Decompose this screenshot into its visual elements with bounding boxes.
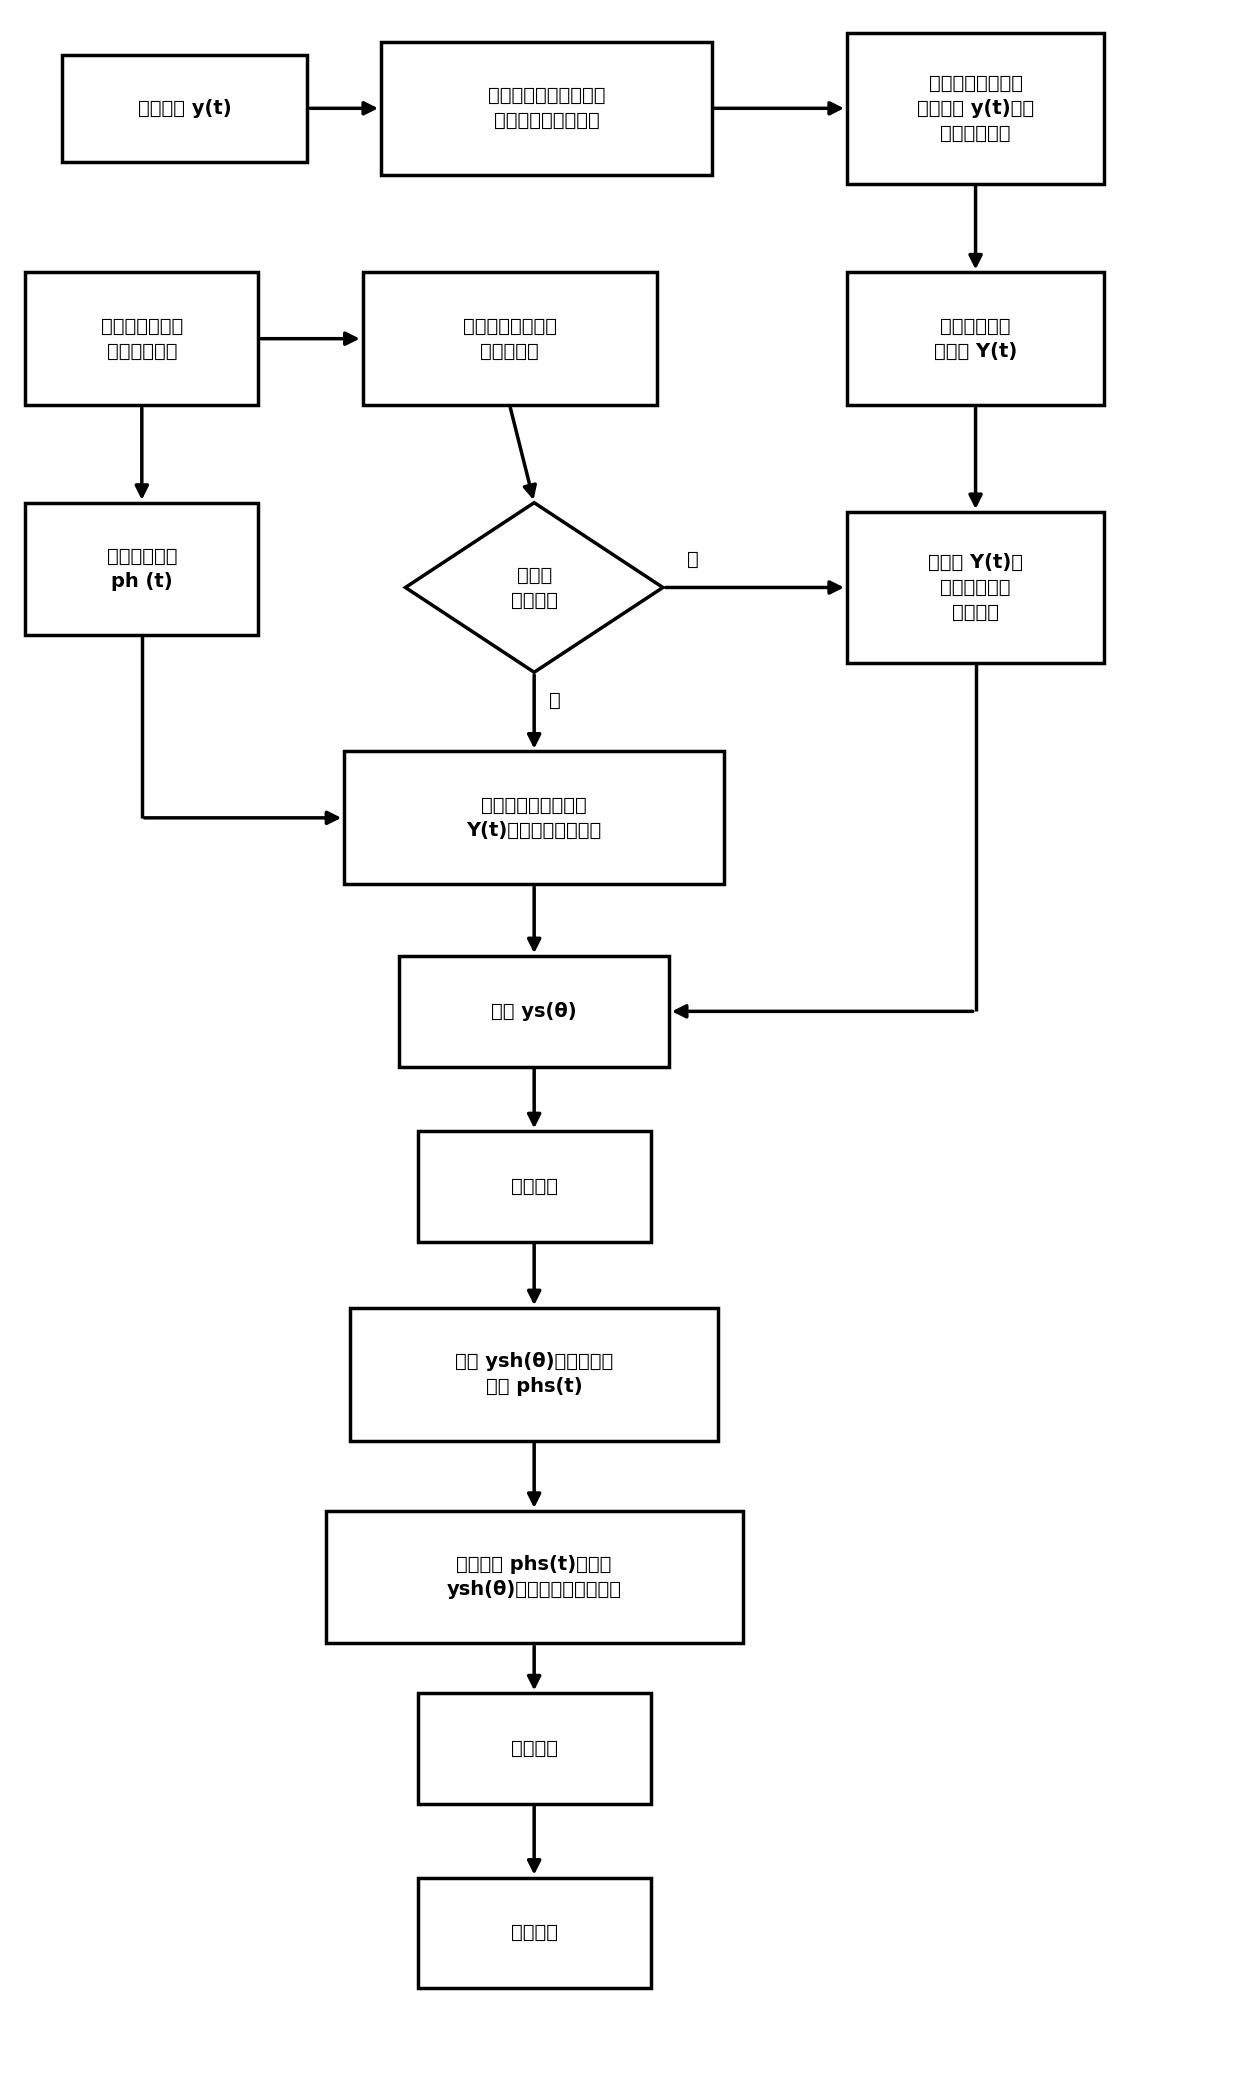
Text: 信号 ysh(θ)，并计算其
相位 phs(t): 信号 ysh(θ)，并计算其 相位 phs(t)	[455, 1353, 614, 1396]
Text: 原始信号 y(t): 原始信号 y(t)	[138, 100, 232, 118]
Text: 窄带滤波: 窄带滤波	[511, 1176, 558, 1197]
FancyBboxPatch shape	[418, 1130, 651, 1243]
Text: 获取振动信号的
同步键相信号: 获取振动信号的 同步键相信号	[100, 316, 184, 362]
Text: 共振频带的包
络信号 Y(t): 共振频带的包 络信号 Y(t)	[934, 316, 1017, 362]
Text: 利用相位信息对信号
Y(t)进行等角度重采样: 利用相位信息对信号 Y(t)进行等角度重采样	[466, 796, 601, 840]
Text: 将信号 Y(t)视
为等角度间隔
采样信号: 将信号 Y(t)视 为等角度间隔 采样信号	[928, 553, 1023, 621]
Text: 是: 是	[687, 551, 699, 569]
FancyBboxPatch shape	[847, 272, 1105, 405]
FancyBboxPatch shape	[847, 33, 1105, 183]
FancyBboxPatch shape	[362, 272, 657, 405]
FancyBboxPatch shape	[399, 956, 670, 1066]
Text: 利用相位 phs(t)对信号
ysh(θ)，进行等角度重采样: 利用相位 phs(t)对信号 ysh(θ)，进行等角度重采样	[446, 1554, 621, 1600]
Text: 否: 否	[549, 690, 560, 711]
Text: 频带划分，分频带计算
特征阶次幅值信噪比: 频带划分，分频带计算 特征阶次幅值信噪比	[487, 87, 605, 131]
FancyBboxPatch shape	[418, 1694, 651, 1804]
Text: 计算相位信息
ph (t): 计算相位信息 ph (t)	[107, 547, 177, 590]
Polygon shape	[405, 503, 663, 673]
FancyBboxPatch shape	[25, 272, 258, 405]
FancyBboxPatch shape	[345, 752, 724, 885]
FancyBboxPatch shape	[350, 1307, 718, 1440]
Text: 获取共振频带，对
原始信号 y(t)滤波
并求包络信号: 获取共振频带，对 原始信号 y(t)滤波 并求包络信号	[918, 75, 1034, 143]
FancyBboxPatch shape	[418, 1879, 651, 1989]
FancyBboxPatch shape	[326, 1511, 743, 1644]
FancyBboxPatch shape	[381, 42, 712, 175]
Text: 获取转速，设定转
速波动阈值: 获取转速，设定转 速波动阈值	[463, 316, 557, 362]
FancyBboxPatch shape	[25, 503, 258, 636]
Text: 是否为
平稳信号: 是否为 平稳信号	[511, 565, 558, 609]
Text: 频谱分析: 频谱分析	[511, 1739, 558, 1758]
FancyBboxPatch shape	[62, 54, 308, 162]
Text: 信号 ys(θ): 信号 ys(θ)	[491, 1002, 577, 1020]
FancyBboxPatch shape	[847, 511, 1105, 663]
Text: 故障识别: 故障识别	[511, 1924, 558, 1943]
